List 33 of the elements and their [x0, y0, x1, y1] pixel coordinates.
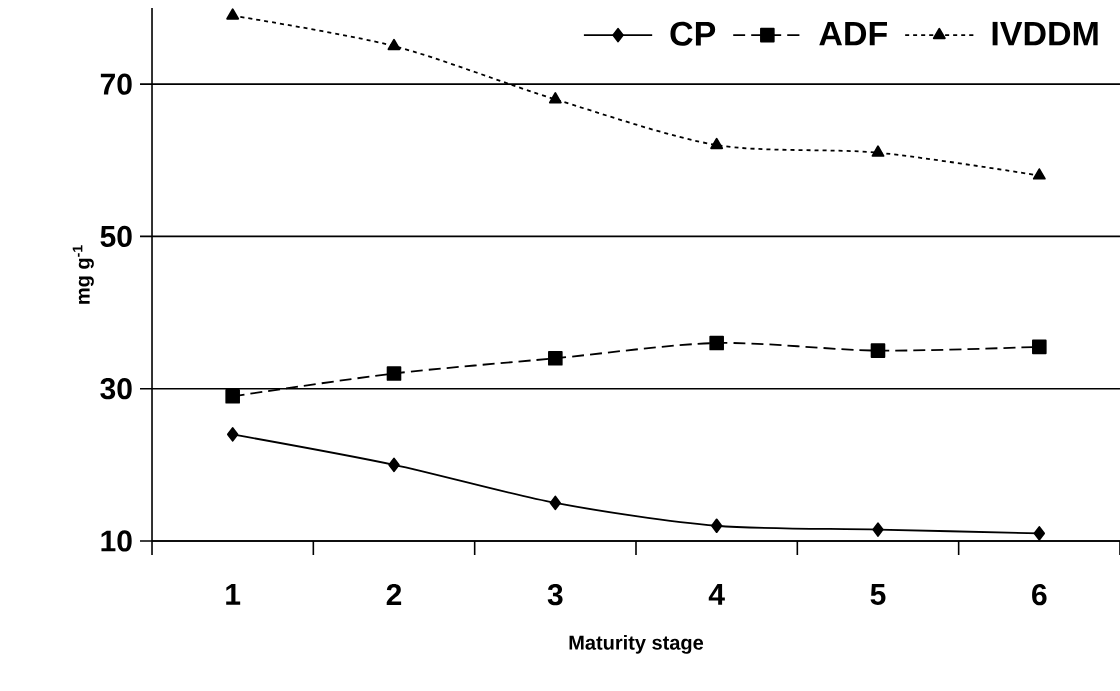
point: [549, 495, 562, 511]
legend-label: ADF: [819, 21, 887, 46]
point: [710, 518, 723, 534]
point: [387, 38, 401, 51]
point: [710, 137, 724, 150]
y-tick-label: 30: [100, 378, 132, 400]
point: [386, 366, 402, 381]
point: [548, 350, 563, 366]
x-tick-label: 2: [386, 584, 402, 605]
legend-label: CP: [670, 21, 716, 46]
x-tick-label: 1: [226, 584, 241, 605]
y-tick-label: 50: [100, 225, 132, 248]
point: [548, 92, 562, 104]
point: [871, 145, 885, 157]
point: [709, 335, 724, 351]
point: [225, 389, 240, 404]
point: [1033, 526, 1046, 541]
x-tick-label: 3: [547, 584, 563, 606]
x-tick-label: 6: [1032, 584, 1047, 606]
point: [870, 343, 886, 358]
x-tick-label: 5: [870, 584, 886, 605]
y-axis-title: mg g$^{-1}$: [72, 245, 94, 304]
point: [1032, 339, 1047, 355]
y-tick-label: 10: [101, 530, 132, 552]
point: [1032, 168, 1046, 180]
y-tick-label: 70: [100, 73, 132, 95]
point: [388, 457, 400, 473]
point: [226, 8, 240, 20]
legend-label: IVDDM: [992, 21, 1098, 46]
point: [226, 427, 239, 442]
point: [872, 522, 884, 537]
x-tick-label: 4: [708, 584, 725, 605]
x-axis-title: Maturity stage: [569, 635, 704, 654]
